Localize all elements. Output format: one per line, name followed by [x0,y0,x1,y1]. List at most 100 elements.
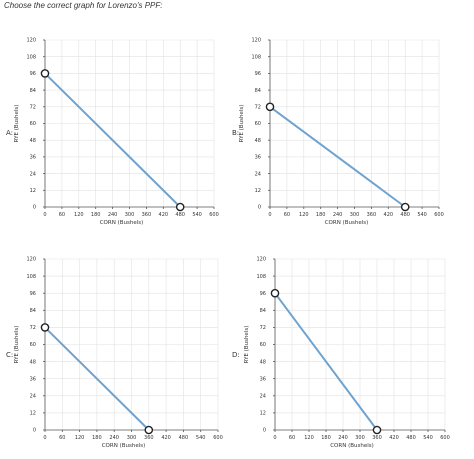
y-tick-label: 24 [260,394,266,400]
x-tick-label: 60 [289,435,295,441]
x-tick-label: 480 [406,435,416,441]
x-tick-label: 360 [367,212,377,218]
y-axis-label: RYE (Bushels) [244,326,250,364]
x-tick-label: 0 [43,435,46,441]
x-tick-label: 540 [196,435,206,441]
option-label-d: D: [232,351,240,359]
y-tick-label: 60 [30,121,36,127]
y-tick-label: 108 [26,274,36,280]
x-tick-label: 60 [284,212,290,218]
x-tick-label: 600 [213,435,223,441]
x-tick-label: 540 [192,212,202,218]
x-tick-label: 120 [299,212,309,218]
ppf-line [44,326,150,431]
chart-b: 0 60 120 180 240 300 360 420 480 540 600 0 12 24 36 48 6… [232,38,444,226]
x-tick-label: 300 [125,212,135,218]
y-tick-label: 60 [30,342,36,348]
ppf-endpoint [270,288,280,298]
y-tick-label: 48 [30,138,36,144]
y-tick-label: 84 [30,88,36,94]
x-tick-label: 360 [144,435,154,441]
x-tick-label: 300 [355,435,365,441]
x-tick-label: 240 [108,212,118,218]
y-tick-label: 96 [260,291,266,297]
y-tick-label: 120 [26,257,36,263]
x-tick-label: 180 [92,435,102,441]
x-tick-label: 300 [350,212,360,218]
y-tick-label: 72 [30,105,36,111]
x-tick-label: 180 [91,212,101,218]
y-axis-label: RYE (Bushels) [14,105,20,143]
y-tick-label: 0 [263,428,266,434]
x-tick-label: 540 [423,435,433,441]
x-tick-label: 0 [273,435,276,441]
y-tick-label: 120 [256,257,266,263]
chart-a: 0 60 120 180 240 300 360 420 480 540 600 0 12 24 36 48 6… [6,38,219,226]
x-tick-label: 60 [59,435,65,441]
y-tick-label: 84 [255,88,261,94]
ppf-endpoint [265,102,275,112]
y-tick-label: 0 [33,428,36,434]
y-tick-label: 24 [255,171,261,177]
x-tick-label: 0 [43,212,46,218]
y-tick-label: 24 [30,171,36,177]
x-tick-label: 480 [400,212,410,218]
y-tick-label: 48 [260,359,266,365]
y-tick-label: 84 [30,308,36,314]
y-tick-label: 24 [30,394,36,400]
x-tick-label: 120 [74,212,84,218]
x-tick-label: 240 [109,435,119,441]
y-tick-label: 12 [30,411,36,417]
y-tick-label: 0 [33,205,36,211]
x-tick-label: 120 [304,435,314,441]
y-tick-label: 108 [251,54,261,60]
option-label-a: A: [6,129,13,137]
y-tick-label: 48 [30,359,36,365]
x-tick-label: 180 [316,212,326,218]
y-tick-label: 36 [30,155,36,161]
question-title: Choose the correct graph for Lorenzo's P… [4,1,163,10]
ppf-endpoint [175,202,185,212]
chart-c: 0 60 120 180 240 300 360 420 480 540 600 0 12 24 36 48 6… [6,257,223,449]
x-tick-label: 300 [127,435,137,441]
chart-d: 0 60 120 180 240 300 360 420 480 540 600 0 12 24 36 48 6… [232,257,450,449]
x-tick-label: 120 [75,435,85,441]
x-tick-label: 600 [434,212,444,218]
x-tick-label: 540 [417,212,427,218]
y-tick-label: 72 [30,325,36,331]
option-label-c: C: [6,351,13,359]
x-tick-label: 0 [268,212,271,218]
x-tick-label: 480 [179,435,189,441]
y-tick-label: 72 [260,325,266,331]
y-tick-label: 0 [258,205,261,211]
y-tick-label: 120 [251,38,261,44]
x-axis-label: CORN (Bushels) [102,443,146,449]
ppf-line [269,105,406,208]
y-tick-label: 96 [255,71,261,77]
x-tick-label: 240 [333,212,343,218]
y-tick-label: 60 [260,342,266,348]
x-tick-label: 600 [440,435,450,441]
y-tick-label: 36 [260,376,266,382]
ppf-endpoint [40,323,50,332]
y-tick-label: 96 [30,291,36,297]
x-axis-label: CORN (Bushels) [100,220,144,226]
x-tick-label: 60 [59,212,65,218]
x-tick-label: 360 [372,435,382,441]
x-tick-label: 480 [175,212,185,218]
y-tick-label: 12 [30,188,36,194]
y-tick-label: 12 [255,188,261,194]
x-tick-label: 240 [338,435,348,441]
x-tick-label: 600 [209,212,219,218]
ppf-endpoint [40,69,50,78]
y-tick-label: 48 [255,138,261,144]
y-tick-label: 60 [255,121,261,127]
ppf-line [44,72,181,208]
ppf-line [274,292,378,431]
y-tick-label: 12 [260,411,266,417]
x-axis-label: CORN (Bushels) [330,443,374,449]
ppf-endpoint [400,202,410,212]
y-tick-label: 96 [30,71,36,77]
y-tick-label: 108 [256,274,266,280]
